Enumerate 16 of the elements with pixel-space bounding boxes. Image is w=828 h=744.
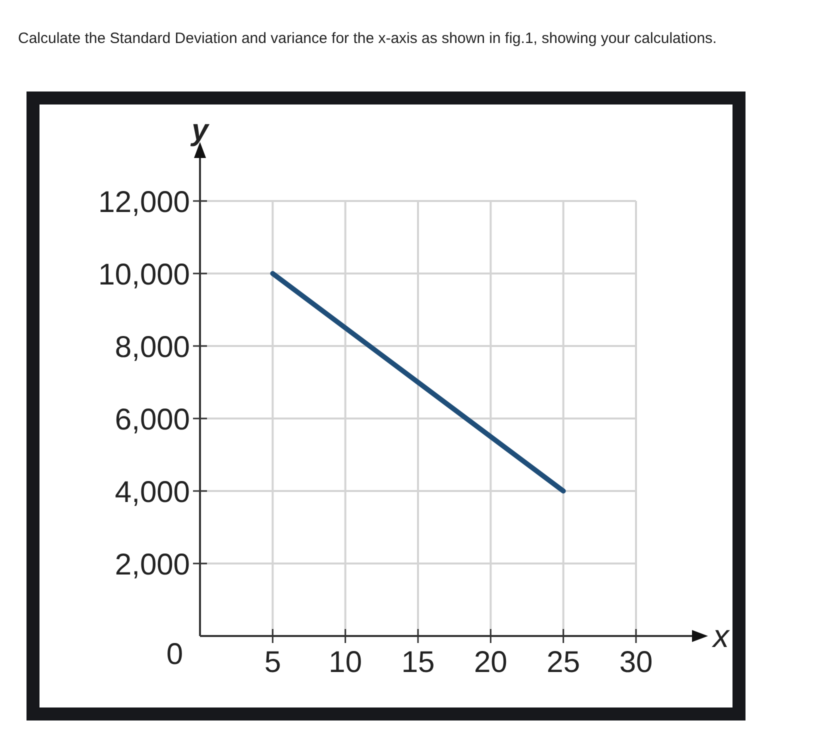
y-tick-label: 10,000: [98, 258, 190, 292]
x-tick-label: 10: [328, 646, 362, 679]
y-tick-label: 4,000: [114, 476, 190, 509]
y-tick-label: 0: [166, 638, 183, 671]
y-axis-title: y: [190, 114, 210, 147]
chart-title: Calculate the Standard Deviation and variance for the x-axis as shown in fig.1, showing your calculations.: [18, 30, 717, 47]
x-tick-label: 20: [474, 646, 508, 679]
y-tick-label: 8,000: [114, 331, 190, 364]
x-tick-label: 15: [401, 646, 435, 679]
x-tick-label: 30: [619, 646, 653, 679]
y-tick-label: 6,000: [114, 404, 190, 436]
x-tick-label: 5: [264, 646, 282, 679]
x-tick-label: 25: [546, 646, 580, 679]
y-tick-label: 12,000: [98, 186, 190, 219]
y-tick-label: 2,000: [114, 548, 190, 582]
x-axis-title: x: [711, 618, 730, 654]
